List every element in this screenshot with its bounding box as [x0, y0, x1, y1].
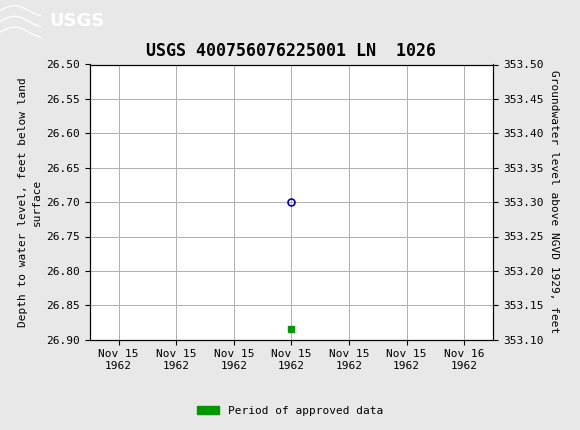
Y-axis label: Depth to water level, feet below land
surface: Depth to water level, feet below land su… — [18, 77, 42, 327]
Title: USGS 400756076225001 LN  1026: USGS 400756076225001 LN 1026 — [147, 42, 437, 60]
Text: USGS: USGS — [49, 12, 104, 31]
Y-axis label: Groundwater level above NGVD 1929, feet: Groundwater level above NGVD 1929, feet — [549, 71, 559, 334]
Legend: Period of approved data: Period of approved data — [193, 401, 387, 420]
